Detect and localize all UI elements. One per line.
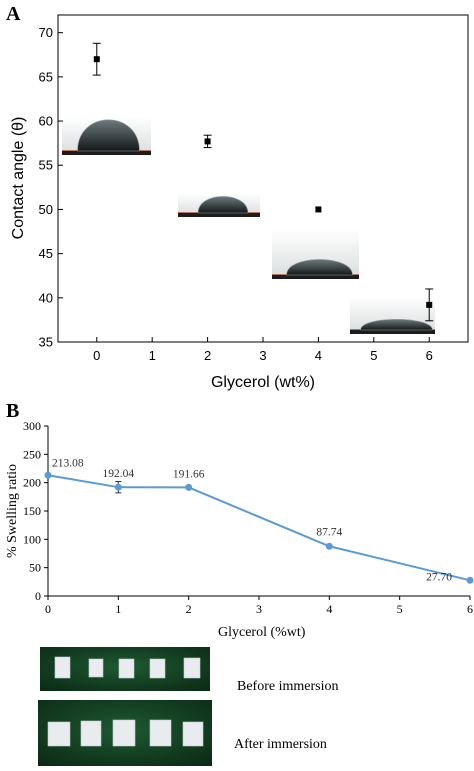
chart-a-frame xyxy=(57,14,469,343)
chart-a-points xyxy=(92,42,434,322)
data-label: 192.04 xyxy=(103,468,135,480)
film-sample xyxy=(182,721,204,747)
swelling-ratio-chart: 0 50 100 150 200 250 300 0 1 2 3 4 5 6 213.08 192.04 1… xyxy=(5,419,474,640)
y-tick-label: 200 xyxy=(23,476,41,490)
data-label: 191.66 xyxy=(173,468,205,480)
y-tick-label: 0 xyxy=(35,589,41,603)
x-tick-label: 1 xyxy=(115,602,121,616)
y-tick-label: 55 xyxy=(39,158,53,173)
x-tick-label: 5 xyxy=(370,348,377,363)
panel-a-label: A xyxy=(6,3,21,25)
data-point xyxy=(93,56,100,63)
x-tick-label: 0 xyxy=(45,602,51,616)
data-point xyxy=(44,471,52,479)
x-tick-label: 6 xyxy=(467,602,473,616)
y-tick-label: 65 xyxy=(39,69,53,84)
droplet-inset xyxy=(350,296,435,334)
x-tick-label: 4 xyxy=(315,348,322,363)
x-tick-label: 3 xyxy=(259,348,266,363)
y-tick-label: 100 xyxy=(23,532,41,546)
film-sample xyxy=(88,658,104,678)
y-tick-label: 70 xyxy=(39,25,53,40)
droplet-inset xyxy=(178,193,260,217)
film-sample xyxy=(183,657,201,679)
y-tick-label: 60 xyxy=(39,114,53,129)
x-tick-label: 5 xyxy=(397,602,403,616)
series-line xyxy=(47,474,471,582)
x-tick-label: 4 xyxy=(326,602,332,616)
film-sample xyxy=(47,721,71,747)
film-sample xyxy=(118,658,135,679)
data-label: 213.08 xyxy=(52,457,84,469)
panel-b-label: B xyxy=(6,400,19,422)
chart-a-x-ticks: 0 1 2 3 4 5 6 xyxy=(93,337,433,363)
y-tick-label: 35 xyxy=(39,335,53,350)
y-tick-label: 150 xyxy=(23,504,41,518)
after-immersion-photo xyxy=(38,700,212,766)
film-sample xyxy=(80,720,102,747)
x-tick-label: 0 xyxy=(93,348,100,363)
droplet-inset xyxy=(272,229,359,279)
x-tick-label: 1 xyxy=(149,348,156,363)
chart-b-series: 213.08 192.04 191.66 87.74 27.70 xyxy=(44,457,474,584)
y-tick-label: 50 xyxy=(39,202,53,217)
film-sample xyxy=(112,719,136,747)
x-tick-label: 3 xyxy=(256,602,262,616)
droplet-insets xyxy=(62,117,435,334)
data-label: 27.70 xyxy=(426,571,452,583)
before-immersion-caption: Before immersion xyxy=(237,679,338,694)
data-point xyxy=(325,542,333,550)
data-point xyxy=(185,483,193,491)
after-immersion-caption: After immersion xyxy=(234,737,327,752)
chart-a-y-axis-label: Contact angle (θ) xyxy=(10,117,27,240)
y-tick-label: 250 xyxy=(23,447,41,461)
y-tick-label: 45 xyxy=(39,246,53,261)
x-tick-label: 2 xyxy=(186,602,192,616)
data-point xyxy=(466,576,474,584)
before-immersion-photo xyxy=(40,647,210,691)
x-tick-label: 6 xyxy=(426,348,433,363)
data-point xyxy=(204,138,211,145)
y-tick-label: 40 xyxy=(39,290,53,305)
chart-b-x-ticks: 0 1 2 3 4 5 6 xyxy=(45,596,473,616)
y-tick-label: 300 xyxy=(23,419,41,433)
chart-a-y-ticks: 35 40 45 50 55 60 65 70 xyxy=(39,25,63,350)
film-sample xyxy=(54,656,71,679)
chart-a-x-axis-label: Glycerol (wt%) xyxy=(211,374,315,391)
data-label: 87.74 xyxy=(316,526,342,538)
film-sample xyxy=(149,658,166,679)
chart-b-y-ticks: 0 50 100 150 200 250 300 xyxy=(23,419,48,603)
y-tick-label: 50 xyxy=(29,561,41,575)
chart-b-y-axis-label: % Swelling ratio xyxy=(5,464,20,558)
x-tick-label: 2 xyxy=(204,348,211,363)
data-point xyxy=(426,301,433,308)
film-sample xyxy=(149,719,172,747)
data-point xyxy=(315,206,322,213)
droplet-inset xyxy=(62,117,151,155)
chart-b-x-axis-label: Glycerol (%wt) xyxy=(218,625,306,640)
data-point xyxy=(114,483,122,491)
